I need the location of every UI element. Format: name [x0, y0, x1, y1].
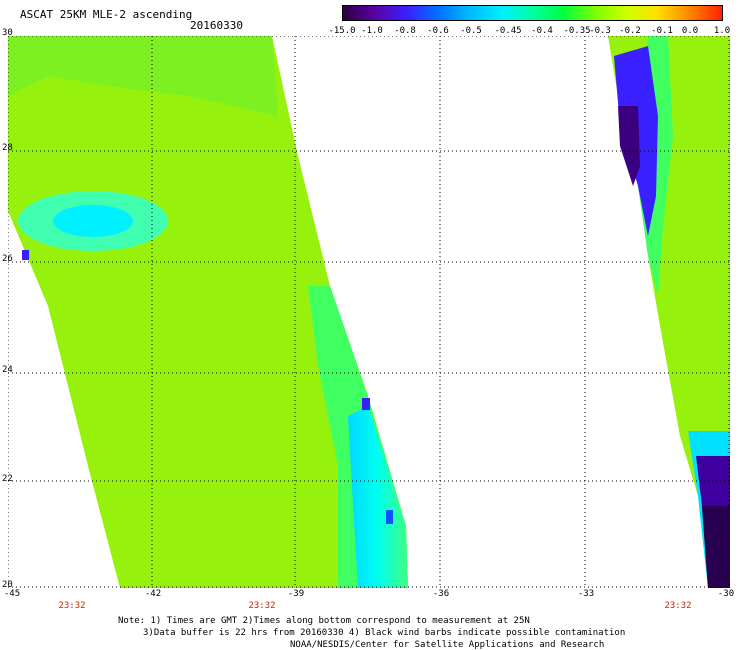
lat-tick-label: 26 — [2, 254, 13, 264]
color-scale-label: -0.8 — [394, 26, 416, 36]
footnote-line-2: 3)Data buffer is 22 hrs from 20160330 4)… — [143, 628, 626, 638]
color-scale-label: -0.2 — [619, 26, 641, 36]
blue-pixel — [362, 398, 370, 410]
lat-tick-label: 20 — [2, 580, 13, 590]
lon-tick-label: -42 — [144, 589, 162, 599]
lon-tick-label: -30 — [717, 589, 735, 599]
footnote-line-3: NOAA/NESDIS/Center for Satellite Applica… — [290, 640, 605, 650]
color-scale-label: -1.0 — [361, 26, 383, 36]
color-scale-label: -0.4 — [531, 26, 553, 36]
cyan-patch-core — [53, 205, 133, 237]
color-scale-label: 1.0 — [713, 26, 731, 36]
lon-tick-label: -33 — [577, 589, 595, 599]
right-swath-lower-darkest — [702, 506, 730, 588]
color-scale-label: -0.5 — [460, 26, 482, 36]
blue-pixel — [22, 250, 29, 260]
color-scale-label: 0.0 — [681, 26, 699, 36]
color-scale-label: -0.3 — [589, 26, 611, 36]
color-scale-label: -0.1 — [651, 26, 673, 36]
right-swath-dark-band — [618, 106, 640, 186]
color-scale-label: -15.0 — [328, 26, 356, 36]
lat-tick-label: 24 — [2, 365, 13, 375]
lat-tick-label: 30 — [2, 28, 13, 38]
lat-tick-label: 22 — [2, 474, 13, 484]
left-swath — [8, 36, 408, 588]
pass-time-label: 23:32 — [664, 601, 692, 611]
lon-tick-label: -39 — [287, 589, 305, 599]
footnote-line-1: Note: 1) Times are GMT 2)Times along bot… — [118, 616, 530, 626]
left-swath-cyan-edge — [348, 406, 408, 588]
scatterometer-map — [8, 36, 730, 588]
map-date: 20160330 — [190, 19, 243, 32]
color-scale-bar — [342, 5, 723, 21]
left-swath-upper-green — [8, 36, 278, 116]
graticule — [8, 36, 730, 588]
pass-time-label: 23:32 — [58, 601, 86, 611]
lat-tick-label: 28 — [2, 143, 13, 153]
color-scale-label: -0.6 — [427, 26, 449, 36]
color-scale-label: -0.35 — [563, 26, 591, 36]
map-title: ASCAT 25KM MLE-2 ascending — [20, 8, 193, 21]
color-scale-label: -0.45 — [494, 26, 522, 36]
lon-tick-label: -36 — [432, 589, 450, 599]
color-scale-labels: -15.0 -1.0 -0.8 -0.6 -0.5 -0.45 -0.4 -0.… — [328, 26, 735, 38]
lon-tick-label: -45 — [3, 589, 21, 599]
pass-time-label: 23:32 — [248, 601, 276, 611]
blue-pixel — [386, 510, 393, 524]
